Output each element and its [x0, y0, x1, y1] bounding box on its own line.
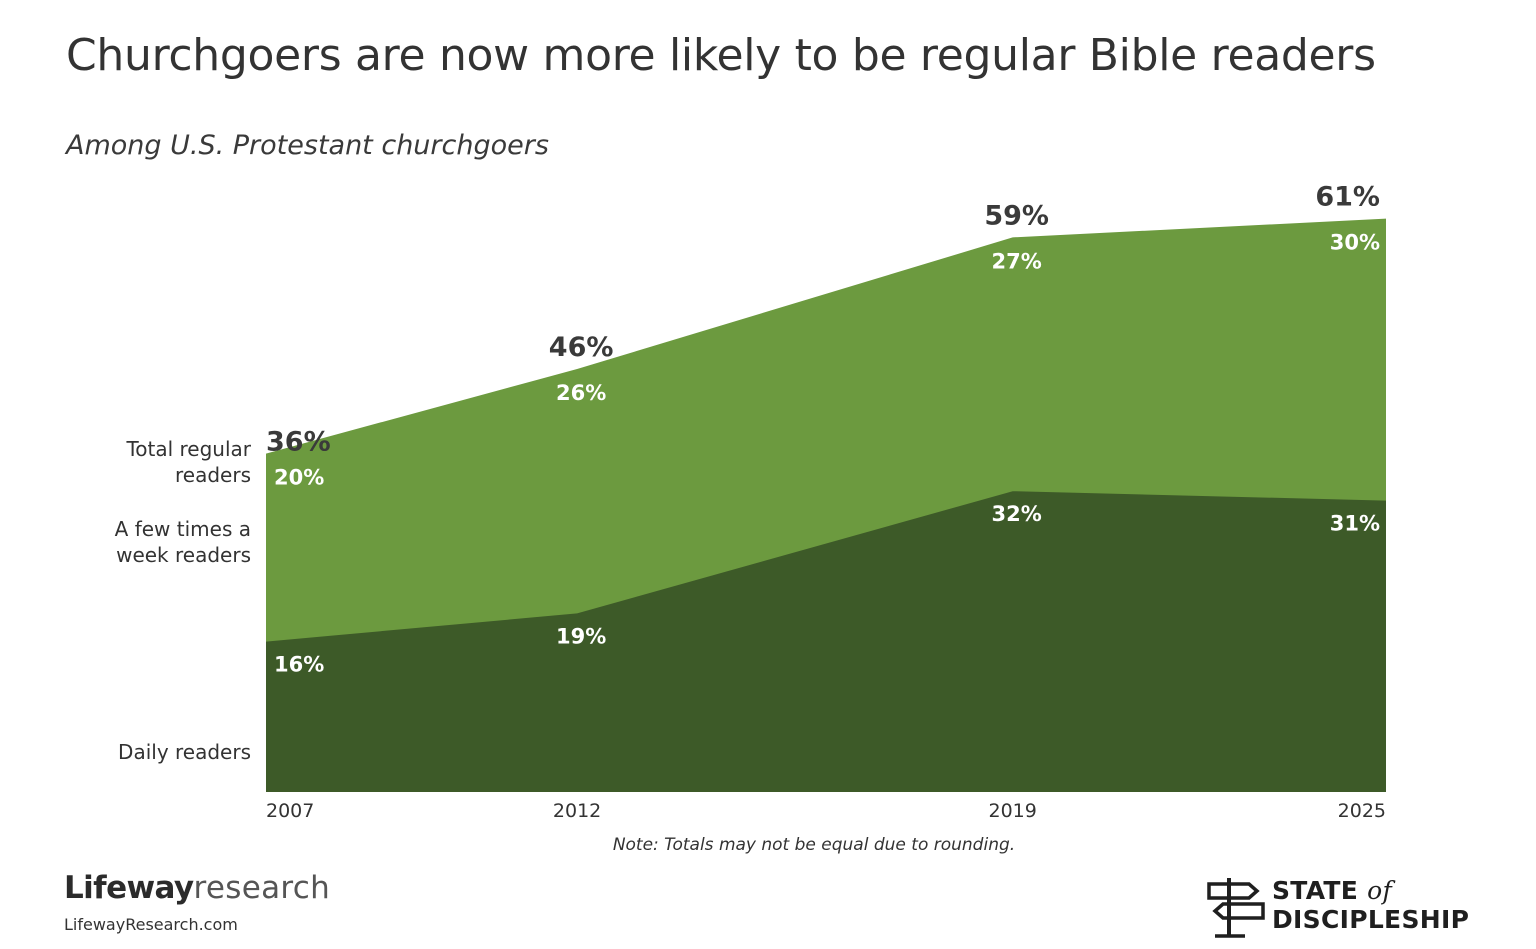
- row-label-few: week readers: [116, 543, 251, 567]
- few-times-label: 30%: [1330, 231, 1380, 255]
- daily-label: 32%: [992, 502, 1042, 526]
- row-label-total: Total regular: [125, 437, 251, 461]
- x-tick-label: 2025: [1338, 800, 1386, 822]
- total-label: 61%: [1315, 182, 1380, 213]
- state-of-discipleship-logo: STATE of DISCIPLESHIP: [1272, 876, 1469, 934]
- lifeway-research-logo: Lifewayresearch: [64, 870, 330, 906]
- sod-line1: STATE: [1272, 876, 1359, 905]
- chart-subtitle: Among U.S. Protestant churchgoers: [66, 130, 549, 161]
- row-label-total: readers: [175, 463, 251, 487]
- daily-label: 19%: [556, 624, 606, 648]
- brand-name-bold: Lifeway: [64, 870, 194, 906]
- brand-website: LifewayResearch.com: [64, 915, 238, 934]
- row-label-few: A few times a: [115, 517, 251, 541]
- chart-title: Churchgoers are now more likely to be re…: [66, 30, 1376, 81]
- few-times-label: 20%: [274, 466, 324, 490]
- area-daily: [266, 491, 1386, 792]
- few-times-label: 26%: [556, 381, 606, 405]
- x-tick-label: 2012: [553, 800, 601, 822]
- area-chart: 36% 20% 16% 2007 46% 26% 19% 2012 59% 27% 32% 2019 6…: [115, 182, 1386, 822]
- footnote: Note: Totals may not be equal due to rou…: [612, 835, 1016, 855]
- total-label: 36%: [266, 427, 331, 458]
- total-label: 46%: [549, 332, 614, 363]
- x-tick-label: 2019: [988, 800, 1036, 822]
- daily-label: 16%: [274, 653, 324, 677]
- brand-name-light: research: [193, 870, 331, 906]
- few-times-label: 27%: [992, 249, 1042, 273]
- x-tick-label: 2007: [266, 800, 314, 822]
- row-label-daily: Daily readers: [118, 740, 251, 764]
- total-label: 59%: [984, 200, 1049, 231]
- sod-line2: DISCIPLESHIP: [1272, 905, 1470, 934]
- sod-of: of: [1367, 876, 1393, 905]
- signpost-icon: [1207, 878, 1265, 938]
- daily-label: 31%: [1330, 512, 1380, 536]
